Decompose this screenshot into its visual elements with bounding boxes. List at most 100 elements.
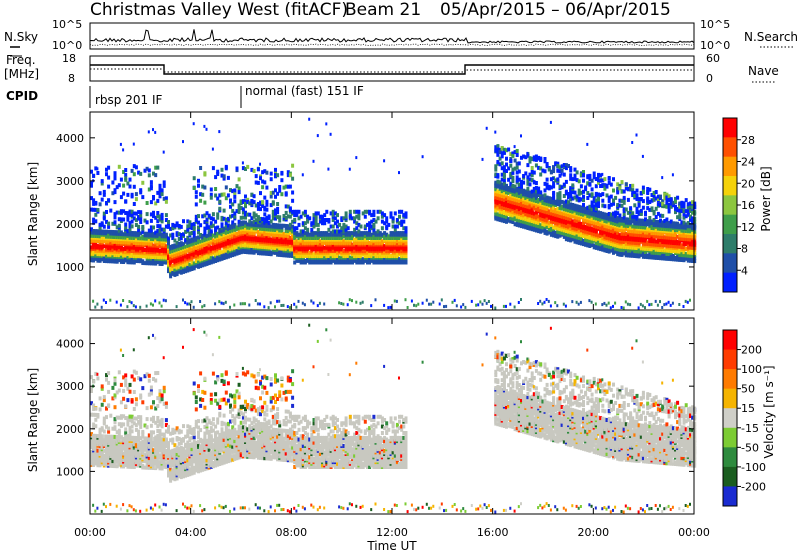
power-cell-1033 — [188, 238, 192, 243]
power-cell-1599 — [241, 199, 245, 204]
power-cell-2628 — [342, 216, 346, 221]
power-cell-4658 — [607, 180, 611, 185]
power-cell-2690 — [348, 213, 352, 218]
power-cell-3647 — [526, 198, 530, 203]
power-cell-2131 — [291, 227, 295, 232]
power-cell-713 — [156, 224, 160, 229]
power-cell-2879 — [370, 224, 374, 229]
power-cell-2691 — [348, 209, 352, 214]
power-cell-1129 — [197, 178, 200, 183]
power-cell-1323 — [216, 215, 220, 220]
power-cell-4412 — [588, 173, 592, 178]
power-cell-2242 — [303, 258, 307, 263]
power-cell-2511 — [331, 252, 335, 257]
power-cell-2256 — [303, 231, 307, 236]
power-cell-4292 — [579, 236, 583, 241]
cpid-label: CPID — [6, 89, 38, 103]
power-cell-3898 — [547, 220, 551, 225]
power-cell-4204 — [571, 183, 575, 188]
power-cell-720 — [158, 261, 162, 266]
power-cell-429 — [128, 209, 132, 214]
power-cell-1910 — [269, 191, 273, 195]
power-cell-1400 — [224, 248, 228, 253]
power-cell-3942 — [552, 230, 556, 235]
power-cell-3504 — [515, 221, 519, 226]
power-cell-1371 — [220, 173, 224, 178]
power-cell-133 — [100, 181, 104, 186]
power-cell-3839 — [541, 302, 544, 306]
power-cell-1479 — [231, 223, 235, 228]
power-cell-2154 — [293, 231, 297, 236]
power-cell-4337 — [582, 178, 585, 183]
power-cell-4384 — [586, 191, 590, 195]
power-cell-2406 — [318, 301, 321, 305]
power-cell-4711 — [612, 177, 615, 182]
power-cell-1416 — [224, 196, 228, 201]
power-cell-561 — [141, 229, 145, 234]
power-cell-3034 — [387, 234, 391, 239]
power-cell-353 — [122, 209, 126, 214]
power-cell-3260 — [494, 167, 498, 172]
power-cell-3477 — [511, 153, 515, 158]
power-cell-4036 — [558, 205, 562, 210]
power-cell-1814 — [261, 185, 265, 190]
power-cell-870 — [171, 232, 175, 237]
power-cell-3286 — [496, 173, 500, 178]
power-cell-540 — [139, 213, 143, 218]
power-cell-113 — [98, 202, 102, 207]
power-cell-2443 — [323, 213, 327, 218]
power-cell-4441 — [590, 187, 594, 192]
power-cell-4065 — [560, 164, 564, 169]
power-cell-4015 — [556, 161, 560, 166]
power-cell-1399 — [224, 252, 228, 256]
power-cell-314 — [119, 255, 123, 259]
power-cell-644 — [149, 212, 153, 217]
power-cell-238 — [111, 221, 115, 226]
power-cell-1713 — [252, 194, 256, 199]
power-cell-1702 — [252, 237, 256, 242]
power-cell-2352 — [314, 247, 318, 252]
power-cell-787 — [162, 196, 166, 201]
power-cell-2206 — [299, 250, 303, 255]
power-cell-294 — [117, 248, 121, 253]
power-cell-4941 — [631, 190, 635, 195]
power-cell-384 — [124, 199, 128, 204]
power-cell-4014 — [556, 177, 560, 182]
power-cell-2951 — [378, 252, 382, 257]
power-cell-3402 — [505, 148, 508, 153]
power-cell-4273 — [577, 221, 581, 226]
power-cell-3098 — [393, 211, 397, 216]
power-cell-3158 — [400, 219, 404, 224]
power-cell-1888 — [267, 220, 271, 225]
power-cell-971 — [182, 250, 185, 255]
power-cell-2068 — [284, 204, 288, 209]
nsky-line — [89, 29, 695, 44]
power-cell-3448 — [509, 159, 513, 163]
power-cell-647 — [149, 184, 153, 189]
power-cell-2027 — [280, 192, 284, 197]
power-cell-1840 — [263, 205, 267, 210]
power-cell-3738 — [532, 155, 536, 160]
power-cell-4725 — [614, 226, 618, 231]
power-cell-39 — [92, 217, 96, 222]
power-cell-1214 — [205, 234, 209, 239]
power-cell-715 — [156, 214, 160, 219]
power-cell-2901 — [372, 222, 376, 227]
power-cell-2923 — [374, 219, 378, 224]
power-cell-4046 — [558, 165, 562, 170]
power-cell-4305 — [579, 205, 583, 210]
power-cell-2217 — [299, 214, 303, 219]
power-cell-664 — [152, 232, 155, 237]
power-cell-723 — [158, 255, 162, 260]
power-cell-523 — [137, 210, 141, 215]
power-cell-748 — [160, 252, 164, 257]
power-cell-1448 — [229, 239, 232, 244]
power-cell-392 — [126, 248, 130, 253]
power-cell-3934 — [549, 185, 553, 190]
power-cell-335 — [119, 142, 122, 146]
power-cell-4937 — [631, 217, 635, 222]
power-cell-3180 — [402, 213, 406, 218]
freq-panel: Freq. [MHz] 18 8 60 0 Nave — [4, 52, 779, 85]
power-cell-3000 — [383, 159, 386, 163]
power-cell-599 — [145, 201, 149, 205]
